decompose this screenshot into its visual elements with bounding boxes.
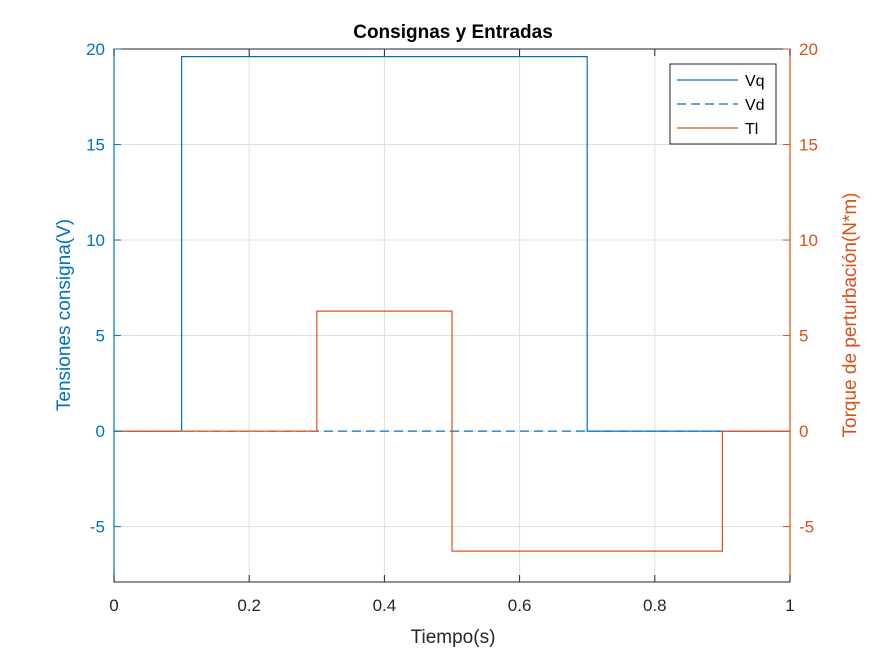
left-y-tick-label: -5	[90, 518, 105, 537]
left-y-tick-label: 0	[96, 422, 105, 441]
left-y-tick-label: 10	[86, 231, 105, 250]
right-y-tick-label: 0	[799, 422, 808, 441]
right-y-axis-label: Torque de perturbación(N*m)	[840, 192, 861, 437]
left-y-axis-label: Tensiones consigna(V)	[54, 219, 75, 411]
series-layer	[114, 55, 790, 552]
right-y-tick-label: 5	[799, 327, 808, 346]
right-y-tick-label: -5	[799, 518, 814, 537]
right-y-tick-label: 10	[799, 231, 818, 250]
chart-title: Consignas y Entradas	[353, 22, 553, 43]
left-y-tick-label: 5	[96, 327, 105, 346]
x-tick-label: 1	[785, 596, 794, 615]
x-tick-label: 0.2	[237, 596, 261, 615]
legend: Vq Vd Tl	[669, 63, 777, 145]
x-tick-label: 0.8	[643, 596, 667, 615]
x-tick-label: 0.4	[373, 596, 397, 615]
x-axis-label: Tiempo(s)	[411, 627, 496, 648]
x-tick-label: 0	[109, 596, 118, 615]
legend-label-vq: Vq	[745, 73, 765, 90]
x-tick-label: 0.6	[508, 596, 532, 615]
right-y-tick-label: 15	[799, 136, 818, 155]
series-line-tl	[114, 310, 790, 552]
left-y-tick-label: 20	[86, 40, 105, 59]
legend-box	[669, 63, 777, 145]
left-y-tick-label: 15	[86, 136, 105, 155]
legend-label-tl: Tl	[745, 121, 758, 138]
ticks: 0 0.2 0.4 0.6 0.8 1 -5 -5 0 0 5 5 10 10 15 15 20 20	[86, 40, 818, 615]
legend-label-vd: Vd	[745, 97, 765, 114]
right-y-tick-label: 20	[799, 40, 818, 59]
